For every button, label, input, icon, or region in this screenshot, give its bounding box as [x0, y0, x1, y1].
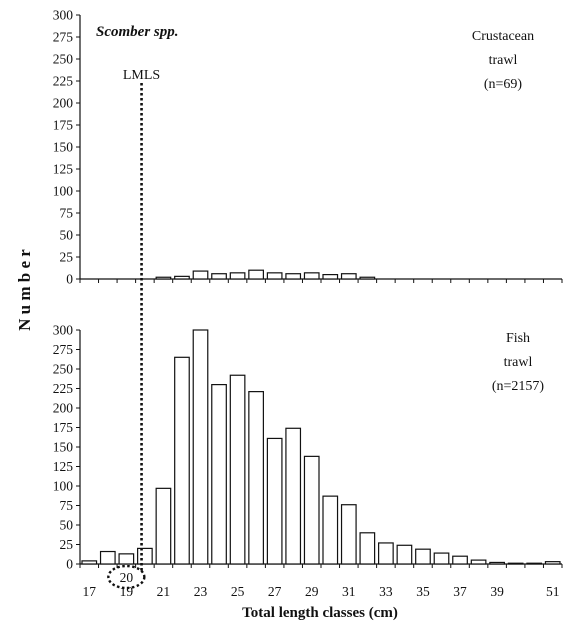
x-tick-label: 23 [194, 584, 208, 599]
y-tick-label: 150 [53, 440, 74, 455]
x-tick-label: 31 [342, 584, 356, 599]
y-tick-label: 250 [53, 52, 74, 67]
bar [396, 544, 413, 565]
bar [322, 495, 339, 565]
x-tick-label: 33 [379, 584, 393, 599]
y-tick-label: 300 [53, 8, 74, 23]
bar [229, 272, 246, 280]
y-tick-label: 75 [60, 206, 74, 221]
bar [322, 274, 339, 280]
bar [303, 272, 320, 280]
bar [340, 504, 357, 565]
chart-title: Scomber spp. [96, 24, 179, 40]
bar [266, 272, 283, 280]
x-tick-label: 17 [83, 584, 97, 599]
x-tick-label: 19 [120, 584, 134, 599]
y-tick-label: 300 [53, 323, 74, 338]
panel-top-label-line2: trawl [489, 53, 518, 68]
bar [266, 437, 283, 565]
x-tick-label: 37 [453, 584, 467, 599]
panel-top-label-line3: (n=69) [484, 77, 523, 92]
panel-bottom-label-line2: trawl [504, 355, 533, 370]
bar [452, 555, 468, 565]
bar [118, 553, 135, 565]
bar [303, 455, 320, 565]
y-tick-label: 0 [66, 557, 73, 572]
bar [155, 276, 172, 280]
lmls-label: LMLS [123, 68, 160, 83]
x-tick-label: 21 [157, 584, 171, 599]
bar [544, 561, 561, 565]
bar [99, 550, 116, 565]
bar [489, 561, 505, 565]
y-tick-label: 200 [53, 401, 74, 416]
bar [211, 273, 227, 280]
bar [470, 559, 487, 565]
bar [81, 560, 98, 565]
x-tick-label: 51 [546, 584, 560, 599]
bar [248, 391, 264, 565]
x-tick-label: 27 [268, 584, 282, 599]
x-tick-label: 29 [305, 584, 319, 599]
bar [174, 275, 190, 280]
bar [378, 542, 394, 565]
y-tick-label: 250 [53, 362, 74, 377]
bar [359, 276, 376, 280]
y-tick-label: 225 [53, 74, 74, 89]
bar [211, 384, 227, 565]
y-tick-label: 100 [53, 184, 74, 199]
x-tick-labels: 17 19 21 23 25 27 29 31 33 35 37 39 51 [83, 584, 560, 599]
y-tick-label: 0 [66, 272, 73, 287]
bar [192, 270, 209, 280]
y-tick-label: 175 [53, 420, 74, 435]
bar [248, 269, 264, 280]
bar [526, 562, 543, 565]
y-tick-label: 100 [53, 479, 74, 494]
y-tick-label: 175 [53, 118, 74, 133]
y-tick-label: 50 [60, 228, 74, 243]
x-tick-label: 39 [490, 584, 504, 599]
y-tick-label: 50 [60, 518, 74, 533]
crustacean-trawl-panel: 0 25 50 75 100 125 150 175 200 225 250 275 300 [53, 8, 563, 287]
bar [285, 273, 302, 280]
panel-bottom-label-line3: (n=2157) [492, 379, 545, 394]
bar [174, 356, 190, 565]
y-tick-label: 200 [53, 96, 74, 111]
x-tick-label: 25 [231, 584, 245, 599]
y-tick-label: 25 [60, 537, 74, 552]
bar [137, 547, 153, 565]
y-tick-label: 275 [53, 342, 74, 357]
bar [415, 548, 431, 565]
highlight-circle [107, 564, 146, 590]
y-axis-label: N u m b e r [15, 249, 34, 331]
fish-trawl-panel: 0 25 50 75 100 125 150 175 200 225 250 275 300 [53, 323, 563, 572]
bar [340, 273, 357, 280]
bar [192, 329, 209, 565]
y-tick-label: 225 [53, 381, 74, 396]
bar [433, 552, 450, 565]
y-tick-label: 125 [53, 162, 74, 177]
bar [359, 532, 376, 565]
lmls-reference: LMLS 20 [107, 68, 160, 590]
bar [229, 374, 246, 565]
panel-bottom-label-line1: Fish [506, 331, 530, 346]
y-tick-label: 275 [53, 30, 74, 45]
y-tick-label: 150 [53, 140, 74, 155]
bar [507, 562, 524, 565]
x-axis-label: Total length classes (cm) [242, 605, 398, 621]
bar [285, 427, 302, 565]
y-tick-label: 25 [60, 250, 74, 265]
x-tick-label: 35 [416, 584, 430, 599]
y-tick-label: 75 [60, 498, 74, 513]
panel-top-label-line1: Crustacean [472, 29, 534, 44]
bar [155, 487, 172, 565]
y-tick-label: 125 [53, 459, 74, 474]
highlight-label: 20 [120, 570, 134, 585]
